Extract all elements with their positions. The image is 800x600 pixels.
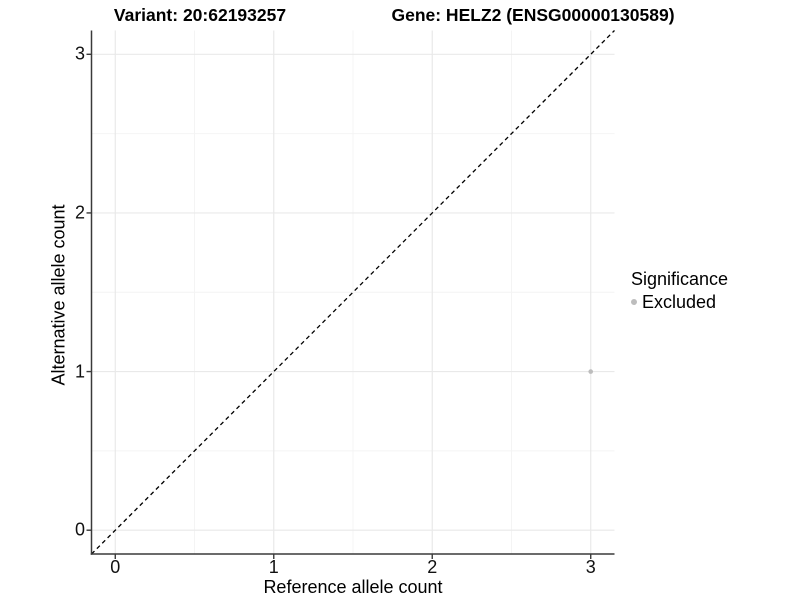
legend-item-excluded: Excluded (631, 291, 728, 313)
gene-title: Gene: HELZ2 (ENSG00000130589) (391, 5, 675, 25)
y-tick-label: 1 (74, 361, 85, 382)
x-tick-label: 3 (585, 557, 596, 577)
variant-title: Variant: 20:62193257 (113, 5, 287, 25)
y-tick-label: 0 (74, 519, 85, 540)
x-tick-label: 0 (110, 557, 121, 577)
x-tick-label: 1 (268, 557, 279, 577)
legend-title: Significance (631, 269, 729, 289)
legend: Significance Excluded (631, 268, 728, 313)
data-point (588, 369, 594, 374)
x-tick-label: 2 (427, 557, 438, 577)
y-tick-label: 2 (74, 202, 85, 223)
identity-dashed-line (91, 30, 615, 555)
legend-point-icon (631, 299, 637, 305)
legend-item-label: Excluded (642, 292, 717, 312)
y-tick-label: 3 (74, 43, 85, 64)
x-axis-title: Reference allele count (263, 577, 443, 597)
y-axis-title: Alternative allele count (48, 204, 69, 386)
